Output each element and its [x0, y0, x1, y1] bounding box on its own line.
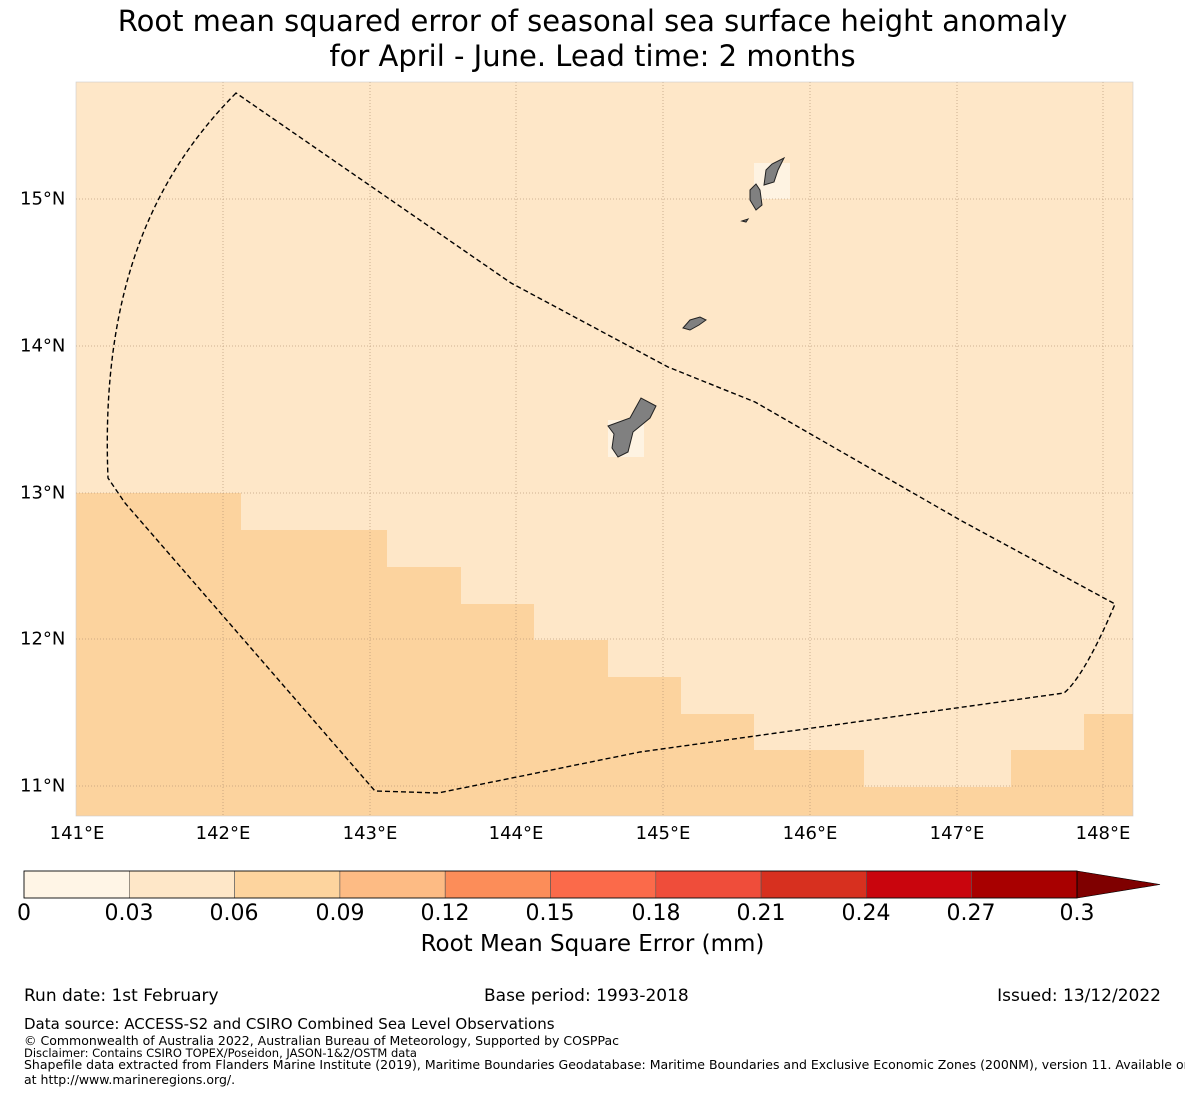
colorbar-segment	[339, 870, 446, 899]
title-line-2: for April - June. Lead time: 2 months	[329, 39, 856, 73]
lon-tick-141: 141°E	[49, 823, 105, 844]
colorbar-segment	[129, 870, 235, 899]
colorbar-tick-0: 0	[17, 901, 31, 926]
lon-tick-146: 146°E	[782, 823, 838, 844]
lon-tick-145: 145°E	[635, 823, 691, 844]
lon-tick-142: 142°E	[195, 823, 251, 844]
colorbar-segment	[655, 870, 762, 899]
colorbar-segment	[444, 870, 551, 899]
colorbar-segment	[971, 870, 1078, 899]
colorbar-tick-10: 0.3	[1059, 901, 1095, 926]
base-period: Base period: 1993-2018	[484, 986, 689, 1006]
colorbar-tick-9: 0.27	[946, 901, 996, 926]
colorbar-tick-4: 0.12	[420, 901, 470, 926]
lat-tick-15: 15°N	[20, 188, 66, 210]
lon-tick-143: 143°E	[342, 823, 398, 844]
eez-boundary	[106, 92, 1116, 794]
colorbar-segment	[866, 870, 973, 899]
lon-tick-144: 144°E	[488, 823, 544, 844]
map-frame	[75, 81, 1134, 817]
lat-tick-14: 14°N	[20, 335, 66, 357]
colorbar-tick-5: 0.15	[525, 901, 575, 926]
title-line-1: Root mean squared error of seasonal sea …	[117, 4, 1068, 38]
colorbar-segment	[550, 870, 657, 899]
lat-tick-12: 12°N	[20, 628, 66, 650]
lat-tick-11: 11°N	[20, 775, 66, 797]
colorbar-tick-1: 0.03	[104, 901, 154, 926]
colorbar	[23, 870, 1161, 899]
colorbar-tick-7: 0.21	[736, 901, 786, 926]
rmse-map	[75, 81, 1134, 817]
island-aguijan	[740, 218, 750, 223]
data-source: Data source: ACCESS-S2 and CSIRO Combine…	[24, 1015, 555, 1033]
colorbar-tick-8: 0.24	[841, 901, 891, 926]
island-rota	[682, 316, 707, 331]
run-date: Run date: 1st February	[24, 986, 219, 1006]
disclaimer: Disclaimer: Contains CSIRO TOPEX/Poseido…	[24, 1046, 417, 1060]
colorbar-tick-6: 0.18	[631, 901, 681, 926]
shapefile-url: at http://www.marineregions.org/.	[24, 1072, 236, 1087]
gridlines	[76, 82, 1133, 816]
colorbar-extend-arrow	[1076, 870, 1161, 899]
colorbar-segment	[23, 870, 130, 899]
island-saipan	[763, 156, 786, 186]
colorbar-tick-3: 0.09	[315, 901, 365, 926]
colorbar-frame	[23, 870, 1078, 899]
colorbar-segment	[234, 870, 341, 899]
lon-tick-148: 148°E	[1075, 823, 1131, 844]
lon-tick-147: 147°E	[929, 823, 985, 844]
island-tinian	[749, 183, 763, 211]
colorbar-segment	[760, 870, 867, 899]
islands	[607, 156, 786, 458]
lat-tick-13: 13°N	[20, 482, 66, 504]
colorbar-label: Root Mean Square Error (mm)	[420, 931, 765, 957]
shapefile-credit: Shapefile data extracted from Flanders M…	[24, 1057, 1185, 1072]
chart-title: Root mean squared error of seasonal sea …	[0, 4, 1185, 74]
issued-date: Issued: 13/12/2022	[997, 986, 1161, 1006]
colorbar-tick-2: 0.06	[209, 901, 259, 926]
island-guam	[607, 397, 657, 458]
field-medium	[76, 493, 1133, 816]
copyright: © Commonwealth of Australia 2022, Austra…	[24, 1033, 619, 1048]
